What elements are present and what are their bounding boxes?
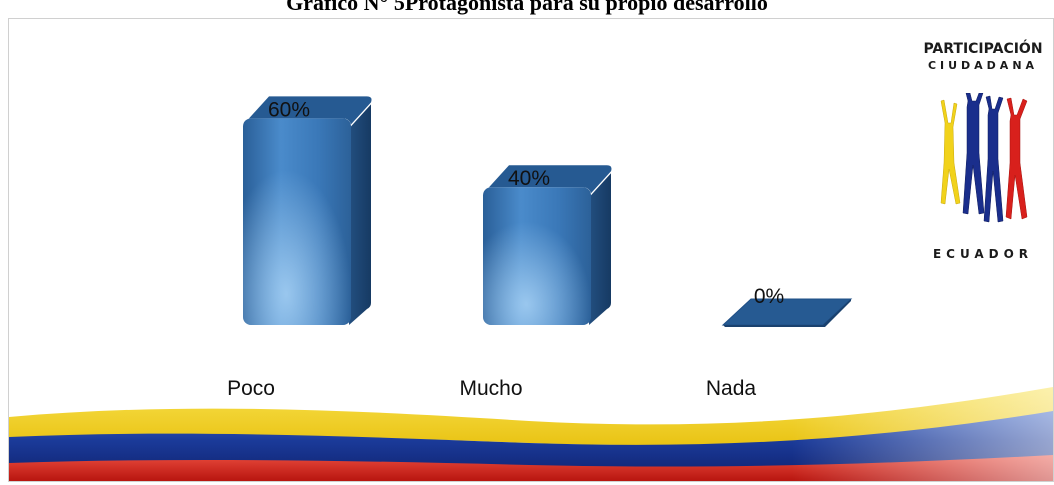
raised-arms-figures-icon (940, 93, 1028, 223)
bar-side-mucho (589, 173, 611, 325)
category-label-nada: Nada (706, 377, 757, 400)
category-label-poco: Poco (227, 377, 275, 400)
bar-top-poco (249, 96, 372, 125)
chart-canvas: 60% 40% 0% Poco Mucho Nada (9, 96, 1053, 481)
bar-poco (243, 96, 372, 325)
bar-slab-nada (721, 298, 853, 326)
bar-mucho (483, 165, 612, 325)
bar-nada (721, 298, 853, 327)
chart-frame: 60% 40% 0% Poco Mucho Nada PARTICIPACIÓN CIU… (8, 18, 1054, 482)
bar-side-poco (349, 104, 371, 325)
logo-text-ecuador: ECUADOR (932, 247, 1034, 261)
logo-text-participacion: PARTICIPACIÓN (923, 41, 1043, 57)
logo-text-ciudadana: CIUDADANA (927, 59, 1039, 72)
data-label-poco: 60% (268, 98, 310, 121)
data-label-nada: 0% (754, 285, 784, 308)
category-label-mucho: Mucho (459, 377, 522, 400)
data-label-mucho: 40% (508, 167, 550, 190)
flag-wave-decoration (9, 379, 1053, 481)
participacion-ciudadana-logo: PARTICIPACIÓN CIUDADANA ECUADOR (915, 41, 1051, 273)
chart-title: Gráfico N° 5Protagonista para su propio … (286, 0, 768, 15)
bar-top-mucho (489, 165, 612, 194)
